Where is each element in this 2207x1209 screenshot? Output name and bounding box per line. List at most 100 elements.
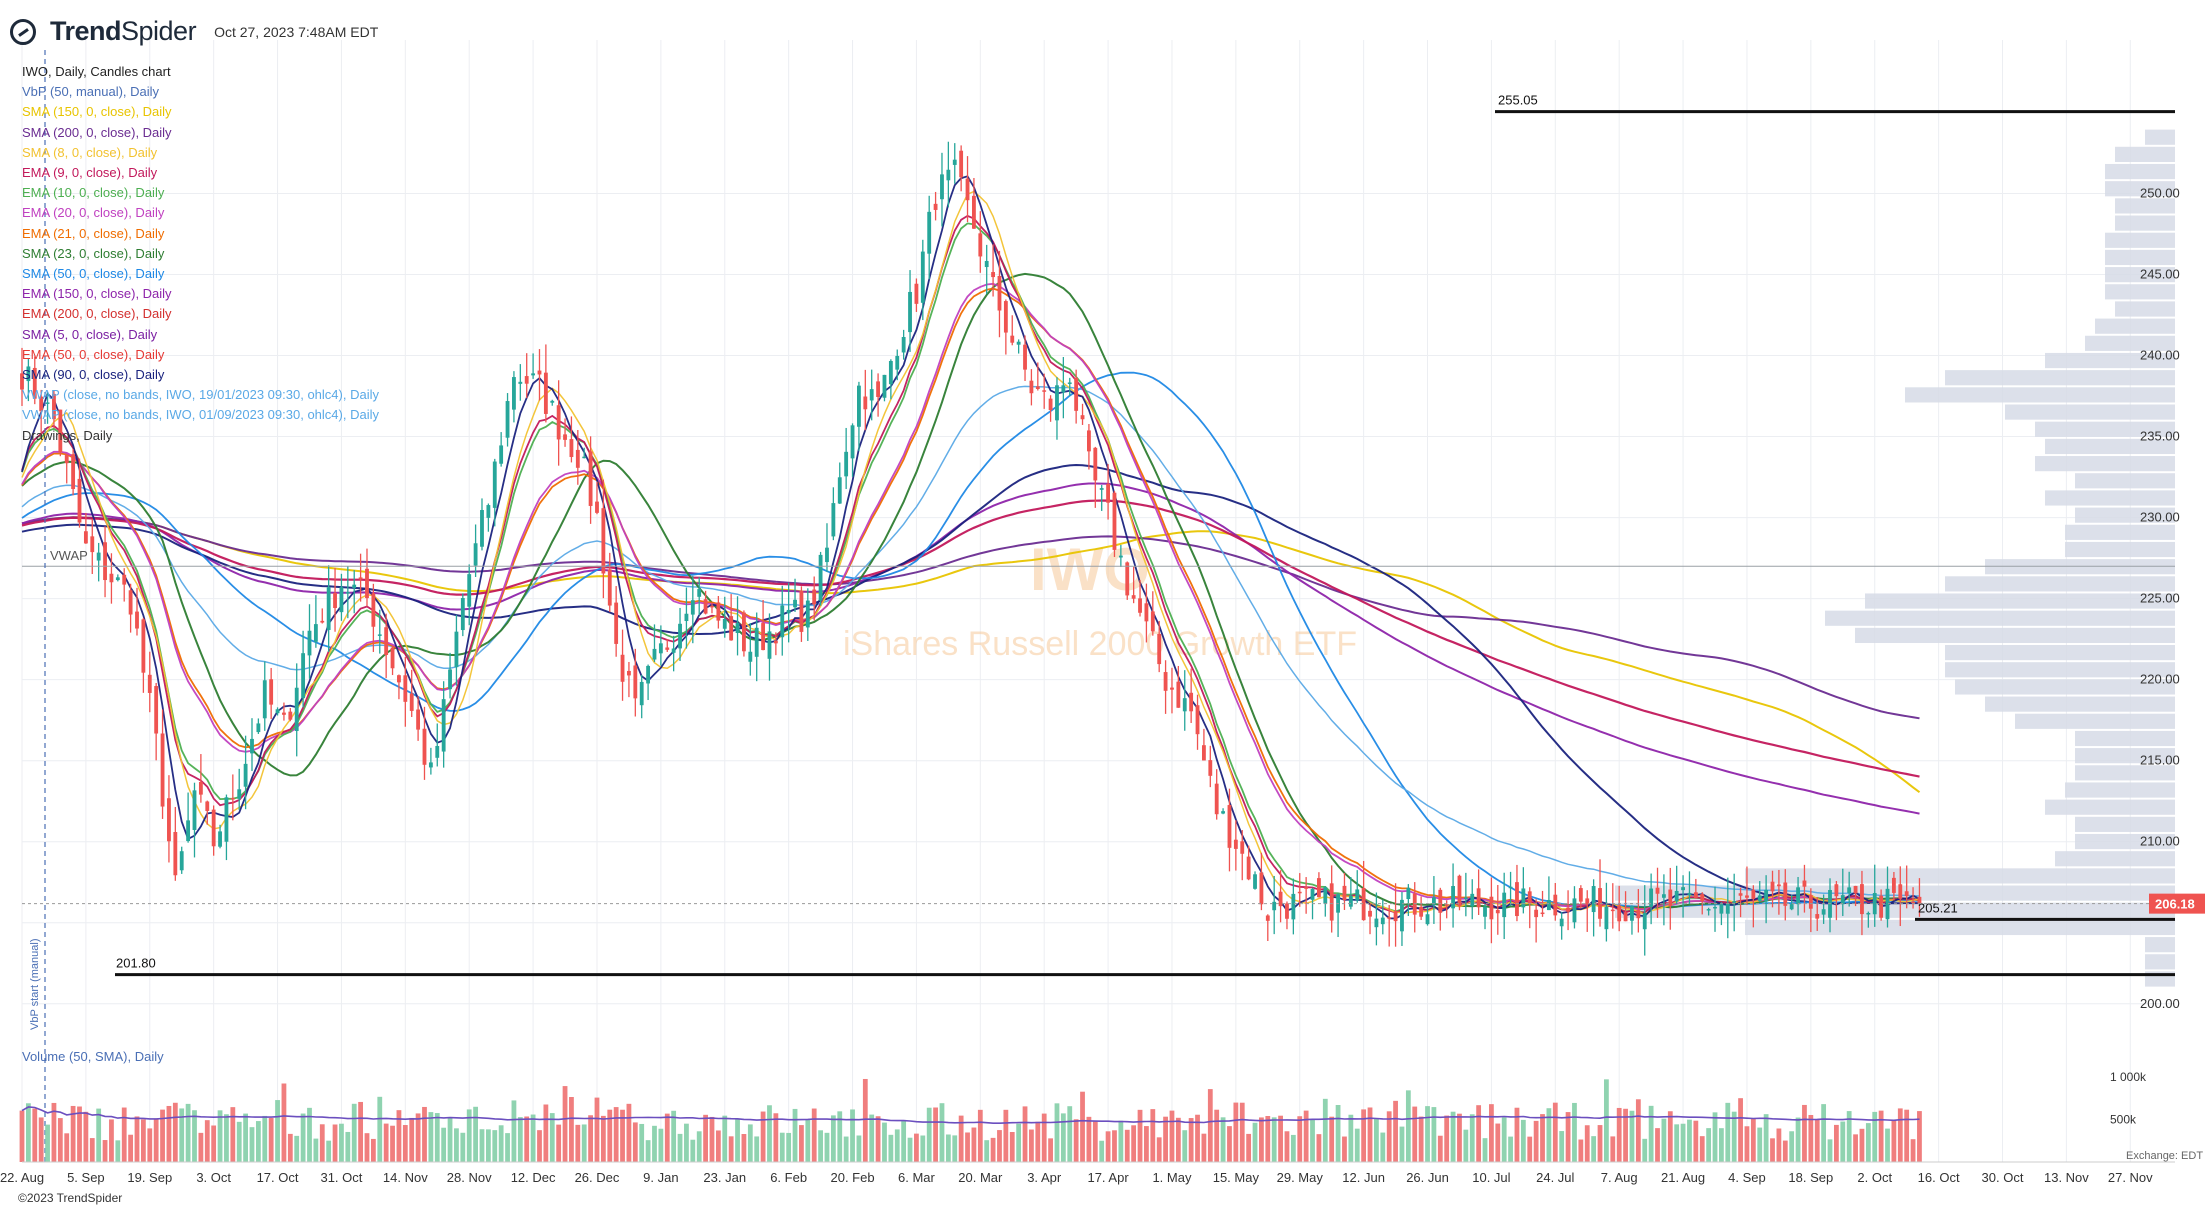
candle-body: [1771, 882, 1775, 892]
legend-item[interactable]: EMA (10, 0, close), Daily: [22, 183, 379, 203]
legend-item[interactable]: EMA (21, 0, close), Daily: [22, 224, 379, 244]
volume-tick-label: 1 000k: [2110, 1070, 2147, 1084]
candle-body: [1630, 907, 1634, 921]
candle-body: [448, 669, 452, 689]
volume-bar: [435, 1113, 440, 1162]
candle-body: [1509, 887, 1513, 889]
candle-body: [633, 665, 637, 698]
volume-bar: [26, 1103, 31, 1162]
legend-item[interactable]: Drawings, Daily: [22, 426, 379, 446]
volume-bar: [371, 1139, 376, 1162]
legend-item[interactable]: EMA (50, 0, close), Daily: [22, 345, 379, 365]
legend-item[interactable]: VbP (50, manual), Daily: [22, 82, 379, 102]
volume-bar: [1285, 1131, 1290, 1162]
volume-bar: [460, 1133, 465, 1162]
candle-body: [218, 831, 222, 846]
candle-body: [173, 832, 177, 875]
candle-body: [403, 675, 407, 702]
candle-body: [806, 601, 810, 628]
candle-body: [180, 851, 184, 870]
legend-item[interactable]: SMA (200, 0, close), Daily: [22, 123, 379, 143]
volume-bar: [186, 1104, 191, 1162]
legend-item[interactable]: EMA (9, 0, close), Daily: [22, 163, 379, 183]
volume-bar: [614, 1107, 619, 1162]
volume-bar: [1489, 1104, 1494, 1162]
volume-bar: [1502, 1117, 1507, 1162]
x-tick-label: 10. Jul: [1472, 1170, 1510, 1185]
volume-bar: [1163, 1117, 1168, 1162]
volume-bar: [224, 1114, 229, 1162]
volume-bar: [473, 1107, 478, 1162]
x-tick-label: 18. Sep: [1788, 1170, 1833, 1185]
legend-item[interactable]: EMA (20, 0, close), Daily: [22, 203, 379, 223]
volume-bar: [575, 1125, 580, 1162]
x-tick-label: 14. Nov: [383, 1170, 428, 1185]
x-tick-label: 12. Dec: [511, 1170, 556, 1185]
volume-bar: [20, 1111, 25, 1162]
volume-profile-bar: [2105, 164, 2175, 179]
x-tick-label: 9. Jan: [643, 1170, 678, 1185]
volume-profile-bar: [2045, 490, 2175, 505]
volume-bar: [793, 1109, 798, 1162]
volume-bar: [1547, 1108, 1552, 1162]
volume-bar: [799, 1125, 804, 1162]
legend-item[interactable]: VWAP (close, no bands, IWO, 19/01/2023 0…: [22, 385, 379, 405]
volume-bar: [1336, 1105, 1341, 1162]
volume-bar: [237, 1122, 242, 1162]
candle-body: [1068, 382, 1072, 384]
volume-bar: [90, 1138, 95, 1162]
volume-profile-bar: [2035, 456, 2175, 471]
volume-bar: [1853, 1134, 1858, 1162]
candle-body: [1483, 907, 1487, 917]
x-tick-label: 22. Aug: [0, 1170, 44, 1185]
x-tick-label: 17. Oct: [257, 1170, 299, 1185]
candle-body: [1739, 893, 1743, 895]
volume-bar: [882, 1123, 887, 1162]
volume-bar: [1457, 1114, 1462, 1162]
volume-bar: [109, 1119, 114, 1162]
legend-item[interactable]: SMA (150, 0, close), Daily: [22, 102, 379, 122]
volume-bar: [1227, 1126, 1232, 1162]
volume-bar: [1317, 1134, 1322, 1162]
legend-item[interactable]: VWAP (close, no bands, IWO, 01/09/2023 0…: [22, 405, 379, 425]
volume-bar: [96, 1109, 101, 1162]
volume-bar: [1304, 1111, 1309, 1162]
volume-bar: [1425, 1106, 1430, 1162]
legend-item[interactable]: SMA (8, 0, close), Daily: [22, 143, 379, 163]
volume-bar: [1125, 1130, 1130, 1162]
candle-body: [148, 675, 152, 693]
volume-bar: [1617, 1108, 1622, 1162]
x-tick-label: 3. Oct: [196, 1170, 231, 1185]
candle-body: [225, 797, 229, 841]
volume-bar: [230, 1107, 235, 1162]
volume-bar: [1770, 1138, 1775, 1162]
legend-item[interactable]: SMA (50, 0, close), Daily: [22, 264, 379, 284]
candle-body: [231, 798, 235, 800]
legend-item[interactable]: SMA (90, 0, close), Daily: [22, 365, 379, 385]
legend-item[interactable]: EMA (150, 0, close), Daily: [22, 284, 379, 304]
volume-bar: [1495, 1124, 1500, 1162]
volume-bar: [1591, 1136, 1596, 1162]
volume-bar: [147, 1128, 152, 1162]
x-tick-label: 20. Mar: [958, 1170, 1003, 1185]
volume-bar: [665, 1114, 670, 1162]
legend-item[interactable]: SMA (5, 0, close), Daily: [22, 325, 379, 345]
candle-body: [966, 179, 970, 201]
volume-bar: [1170, 1111, 1175, 1162]
volume-bar: [1527, 1137, 1532, 1162]
candle-body: [921, 252, 925, 303]
volume-bar: [582, 1124, 587, 1162]
candle-body: [1675, 891, 1679, 901]
y-tick-label: 200.00: [2140, 996, 2180, 1011]
volume-profile-bar: [2005, 404, 2175, 419]
candle-body: [953, 160, 957, 165]
volume-bar: [1508, 1137, 1513, 1162]
candle-body: [716, 602, 720, 620]
candle-body: [314, 624, 318, 642]
volume-bar: [1668, 1111, 1673, 1162]
candle-body: [1202, 745, 1206, 760]
volume-bar: [991, 1138, 996, 1162]
legend-item[interactable]: SMA (23, 0, close), Daily: [22, 244, 379, 264]
legend-item[interactable]: EMA (200, 0, close), Daily: [22, 304, 379, 324]
candle-body: [467, 574, 471, 607]
